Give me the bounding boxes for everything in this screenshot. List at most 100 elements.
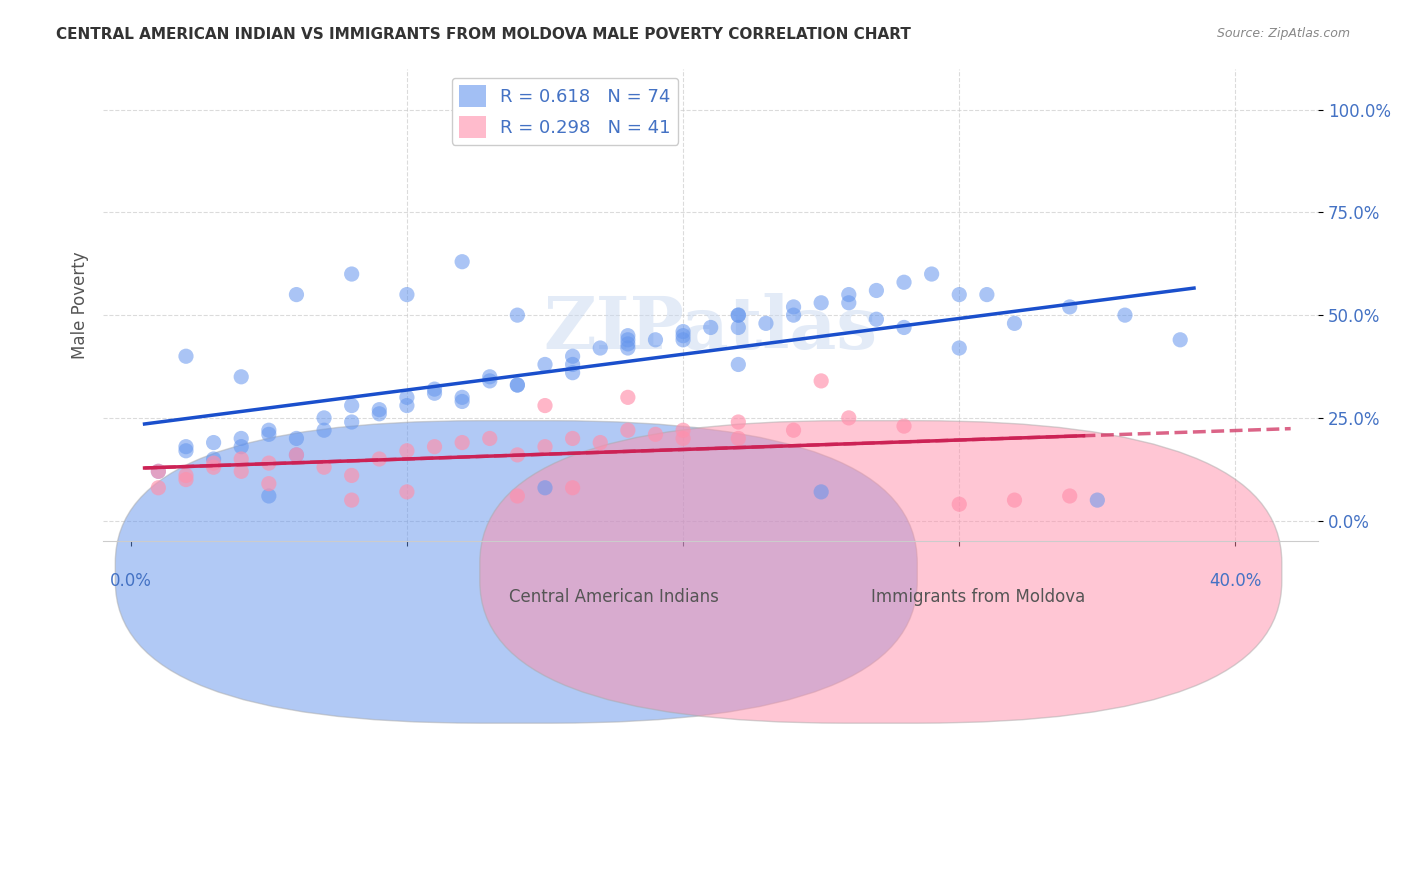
Point [810,484,832,499]
Point [478,374,501,388]
Point [506,378,529,392]
Point [451,435,474,450]
Point [617,337,640,351]
Point [202,435,225,450]
Text: Immigrants from Moldova: Immigrants from Moldova [870,589,1085,607]
Point [617,390,640,404]
Point [340,399,363,413]
Point [312,423,335,437]
Text: CENTRAL AMERICAN INDIAN VS IMMIGRANTS FROM MOLDOVA MALE POVERTY CORRELATION CHAR: CENTRAL AMERICAN INDIAN VS IMMIGRANTS FR… [56,27,911,42]
Point [174,443,197,458]
Point [617,423,640,437]
Point [451,390,474,404]
Point [672,333,695,347]
Point [644,333,666,347]
Point [285,448,308,462]
Point [589,341,612,355]
Point [810,374,832,388]
Point [257,489,280,503]
Point [506,378,529,392]
Point [478,432,501,446]
Point [727,308,749,322]
Point [285,287,308,301]
Point [672,423,695,437]
Point [148,481,170,495]
Point [423,382,446,396]
Point [285,448,308,462]
Point [231,452,253,467]
Point [672,432,695,446]
Point [340,267,363,281]
Point [534,440,557,454]
Point [312,460,335,475]
Point [312,410,335,425]
FancyBboxPatch shape [479,421,1282,723]
Point [231,432,253,446]
Point [976,287,998,301]
Point [451,254,474,268]
Point [672,328,695,343]
Point [506,308,529,322]
Point [534,358,557,372]
Point [257,427,280,442]
Point [617,341,640,355]
Point [423,440,446,454]
Text: 0.0%: 0.0% [110,572,152,590]
Point [395,484,418,499]
Point [893,419,915,434]
Point [478,369,501,384]
Point [561,432,583,446]
Point [838,287,860,301]
Text: ZIPatlas: ZIPatlas [544,293,877,364]
Point [1168,333,1191,347]
Point [589,435,612,450]
Point [617,328,640,343]
Point [368,452,391,467]
Point [1004,317,1026,331]
Point [257,476,280,491]
Point [174,468,197,483]
Point [395,443,418,458]
Point [285,432,308,446]
Point [148,464,170,478]
Point [534,481,557,495]
Point [699,320,721,334]
Point [644,427,666,442]
Point [755,317,778,331]
Point [948,341,970,355]
Point [865,312,887,326]
Point [202,460,225,475]
Point [838,295,860,310]
Point [174,440,197,454]
Point [506,489,529,503]
Point [865,284,887,298]
Point [561,358,583,372]
Point [395,287,418,301]
Point [1085,493,1108,508]
Point [782,300,804,314]
Point [340,493,363,508]
Point [395,390,418,404]
Point [727,415,749,429]
Y-axis label: Male Poverty: Male Poverty [72,251,89,359]
Point [174,349,197,363]
Point [395,399,418,413]
Text: Central American Indians: Central American Indians [509,589,718,607]
Point [340,415,363,429]
Point [561,481,583,495]
Point [782,308,804,322]
Point [202,452,225,467]
Point [451,394,474,409]
Point [948,287,970,301]
Point [782,423,804,437]
Point [727,320,749,334]
Point [534,399,557,413]
Point [1114,308,1136,322]
Point [893,275,915,289]
Text: Source: ZipAtlas.com: Source: ZipAtlas.com [1216,27,1350,40]
Point [561,366,583,380]
Point [727,358,749,372]
Point [810,295,832,310]
Point [202,456,225,470]
Point [838,410,860,425]
